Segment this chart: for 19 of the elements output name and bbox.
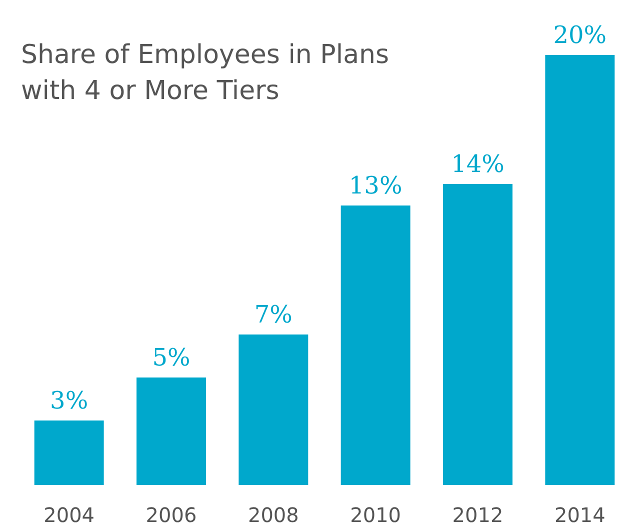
- data-label: 13%: [348, 172, 402, 200]
- bar: [443, 184, 512, 485]
- data-label: 7%: [254, 300, 292, 328]
- data-label: 3%: [50, 386, 88, 414]
- data-label: 20%: [553, 21, 607, 49]
- bar: [238, 334, 308, 485]
- bar: [34, 420, 104, 485]
- data-label: 5%: [152, 344, 190, 372]
- x-tick-label: 2008: [248, 503, 299, 527]
- x-tick-label: 2012: [452, 503, 504, 527]
- chart-title: Share of Employees in Plans with 4 or More Tiers: [21, 40, 390, 106]
- x-tick-label: 2004: [44, 503, 95, 527]
- x-tick-label: 2010: [350, 503, 402, 527]
- data-label: 14%: [451, 150, 504, 178]
- bar: [340, 206, 410, 485]
- x-tick-label: 2014: [554, 503, 606, 527]
- x-tick-label: 2006: [146, 503, 197, 527]
- bar: [545, 55, 615, 485]
- bar: [136, 378, 206, 485]
